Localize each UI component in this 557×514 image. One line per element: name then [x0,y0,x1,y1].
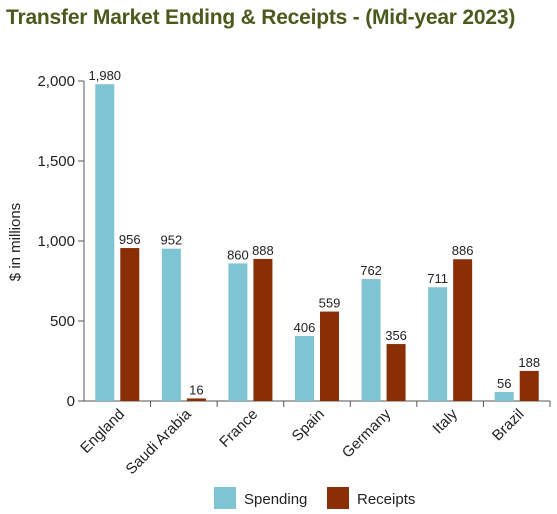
bar-spending [228,263,248,401]
bar-spending [161,248,181,401]
data-label: 406 [294,320,316,335]
chart-title: Transfer Market Ending & Receipts - (Mid… [6,6,516,29]
category-label: Spain [289,406,328,445]
data-label: 886 [452,243,474,258]
bar-receipts [453,259,473,401]
bar-spending [494,392,514,401]
category-label: Germany [339,405,395,461]
data-label: 1,980 [89,68,122,83]
category-label: Brazil [489,406,528,445]
bar-spending [428,287,448,401]
y-tick-label: 1,000 [37,233,75,250]
y-tick-label: 1,500 [37,153,75,170]
data-label: 956 [119,232,141,247]
data-label: 356 [385,328,407,343]
legend-swatch-receipts [327,487,349,509]
bars [95,84,539,401]
category-label: England [77,406,128,457]
bar-receipts [386,344,406,401]
data-label: 711 [427,271,448,286]
data-label: 888 [252,243,274,258]
data-label: 762 [360,263,382,278]
legend-label-spending: Spending [244,491,307,508]
bar-receipts [186,398,206,401]
data-label: 952 [161,233,183,248]
bar-spending [95,84,115,401]
category-label: France [216,406,261,451]
y-tick-label: 500 [50,313,75,330]
bar-receipts [120,248,140,401]
axes: 0 500 1,000 1,500 2,000 [37,73,551,410]
category-label: Saudi Arabia [123,405,196,478]
bar-spending [361,279,381,401]
data-label: 56 [497,376,511,391]
data-label: 16 [189,382,203,397]
data-label: 188 [518,355,540,370]
legend-swatch-spending [214,487,236,509]
bar-receipts [253,258,273,401]
y-axis-label: $ in millions [7,203,24,281]
legend-label-receipts: Receipts [357,491,415,508]
legend: Spending Receipts [214,487,415,509]
y-tick-label: 0 [67,393,75,410]
data-label: 559 [319,296,341,311]
bar-spending [295,336,314,401]
data-label: 860 [227,247,249,262]
category-label: Italy [429,405,461,437]
bar-receipts [519,370,539,401]
bar-receipts [320,311,339,401]
y-tick-label: 2,000 [37,73,75,90]
